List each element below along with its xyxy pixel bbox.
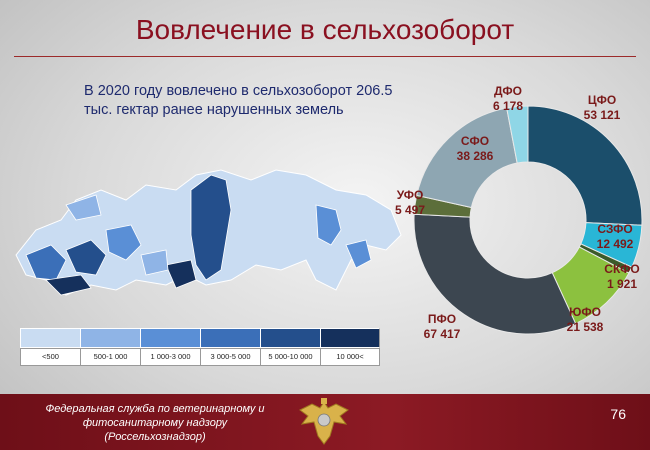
donut-label-name: СФО	[460, 134, 490, 148]
map-region-west-3	[105, 224, 142, 261]
donut-label: СЗФО 12 492	[575, 222, 650, 252]
donut-label-name: ПФО	[427, 312, 457, 326]
donut-label: ПФО 67 417	[402, 312, 482, 342]
footer-line-1: Федеральная служба по ветеринарному и	[45, 403, 265, 415]
donut-label: ЦФО 53 121	[562, 93, 642, 123]
donut-label-value: 1 921	[606, 277, 638, 291]
donut-label-value: 21 538	[566, 320, 604, 334]
footer-bar: Федеральная служба по ветеринарному и фи…	[0, 394, 650, 450]
donut-slice-ДФО	[506, 105, 529, 164]
donut-label-name: СЗФО	[597, 222, 633, 236]
donut-label-name: ЮФО	[569, 305, 601, 319]
legend-labels: <500 500-1 000 1 000-3 000 3 000-5 000 5 000…	[20, 348, 384, 366]
map-region-east	[315, 204, 342, 246]
map-region-ural	[140, 249, 169, 276]
footer-line-3: (Россельхознадзор)	[104, 431, 206, 443]
map-legend: <500 500-1 000 1 000-3 000 3 000-5 000 5 000…	[20, 328, 384, 366]
footer-agency-name: Федеральная служба по ветеринарному и фи…	[20, 402, 290, 444]
map-region-irkutsk	[165, 259, 197, 289]
donut-label-value: 53 121	[583, 108, 621, 122]
legend-swatch	[20, 328, 80, 348]
legend-swatch	[260, 328, 320, 348]
legend-label: 10 000<	[320, 348, 380, 366]
legend-label: <500	[20, 348, 80, 366]
intro-text: В 2020 году вовлечено в сельхозоборот 20…	[84, 83, 393, 118]
donut-label: УФО 5 497	[370, 188, 450, 218]
legend-swatches	[20, 328, 384, 348]
donut-label-value: 5 497	[394, 203, 426, 217]
donut-slice-ПФО	[413, 213, 577, 335]
donut-label-name: УФО	[396, 188, 424, 202]
legend-label: 500-1 000	[80, 348, 140, 366]
donut-label: СКФО 1 921	[582, 262, 650, 292]
donut-label: ДФО 6 178	[468, 84, 548, 114]
legend-swatch	[320, 328, 380, 348]
donut-label-value: 6 178	[492, 99, 524, 113]
donut-label-value: 67 417	[423, 327, 461, 341]
legend-swatch	[80, 328, 140, 348]
donut-label: ЮФО 21 538	[545, 305, 625, 335]
donut-slice-ЦФО	[527, 105, 643, 226]
legend-label: 5 000-10 000	[260, 348, 320, 366]
map-region-south	[45, 274, 92, 296]
donut-label: СФО 38 286	[435, 134, 515, 164]
donut-label-name: ЦФО	[587, 93, 617, 107]
map-region-north	[65, 194, 102, 221]
map-region-west-2	[65, 239, 107, 276]
map-region-amur	[345, 239, 372, 269]
legend-swatch	[140, 328, 200, 348]
donut-label-value: 12 492	[596, 237, 634, 251]
russia-map	[15, 169, 402, 296]
eagle-emblem-icon	[299, 398, 349, 445]
footer-line-2: фитосанитарному надзору	[82, 417, 228, 429]
legend-label: 3 000-5 000	[200, 348, 260, 366]
legend-label: 1 000-3 000	[140, 348, 200, 366]
donut-label-name: ДФО	[494, 84, 522, 98]
legend-swatch	[200, 328, 260, 348]
slide-title: Вовлечение в сельхозоборот	[135, 14, 515, 45]
donut-label-value: 38 286	[456, 149, 494, 163]
donut-label-name: СКФО	[604, 262, 640, 276]
map-region-west-1	[25, 244, 67, 281]
map-region-krasnoyarsk	[190, 174, 232, 281]
title-divider	[14, 56, 636, 57]
page-number: 76	[610, 406, 626, 422]
